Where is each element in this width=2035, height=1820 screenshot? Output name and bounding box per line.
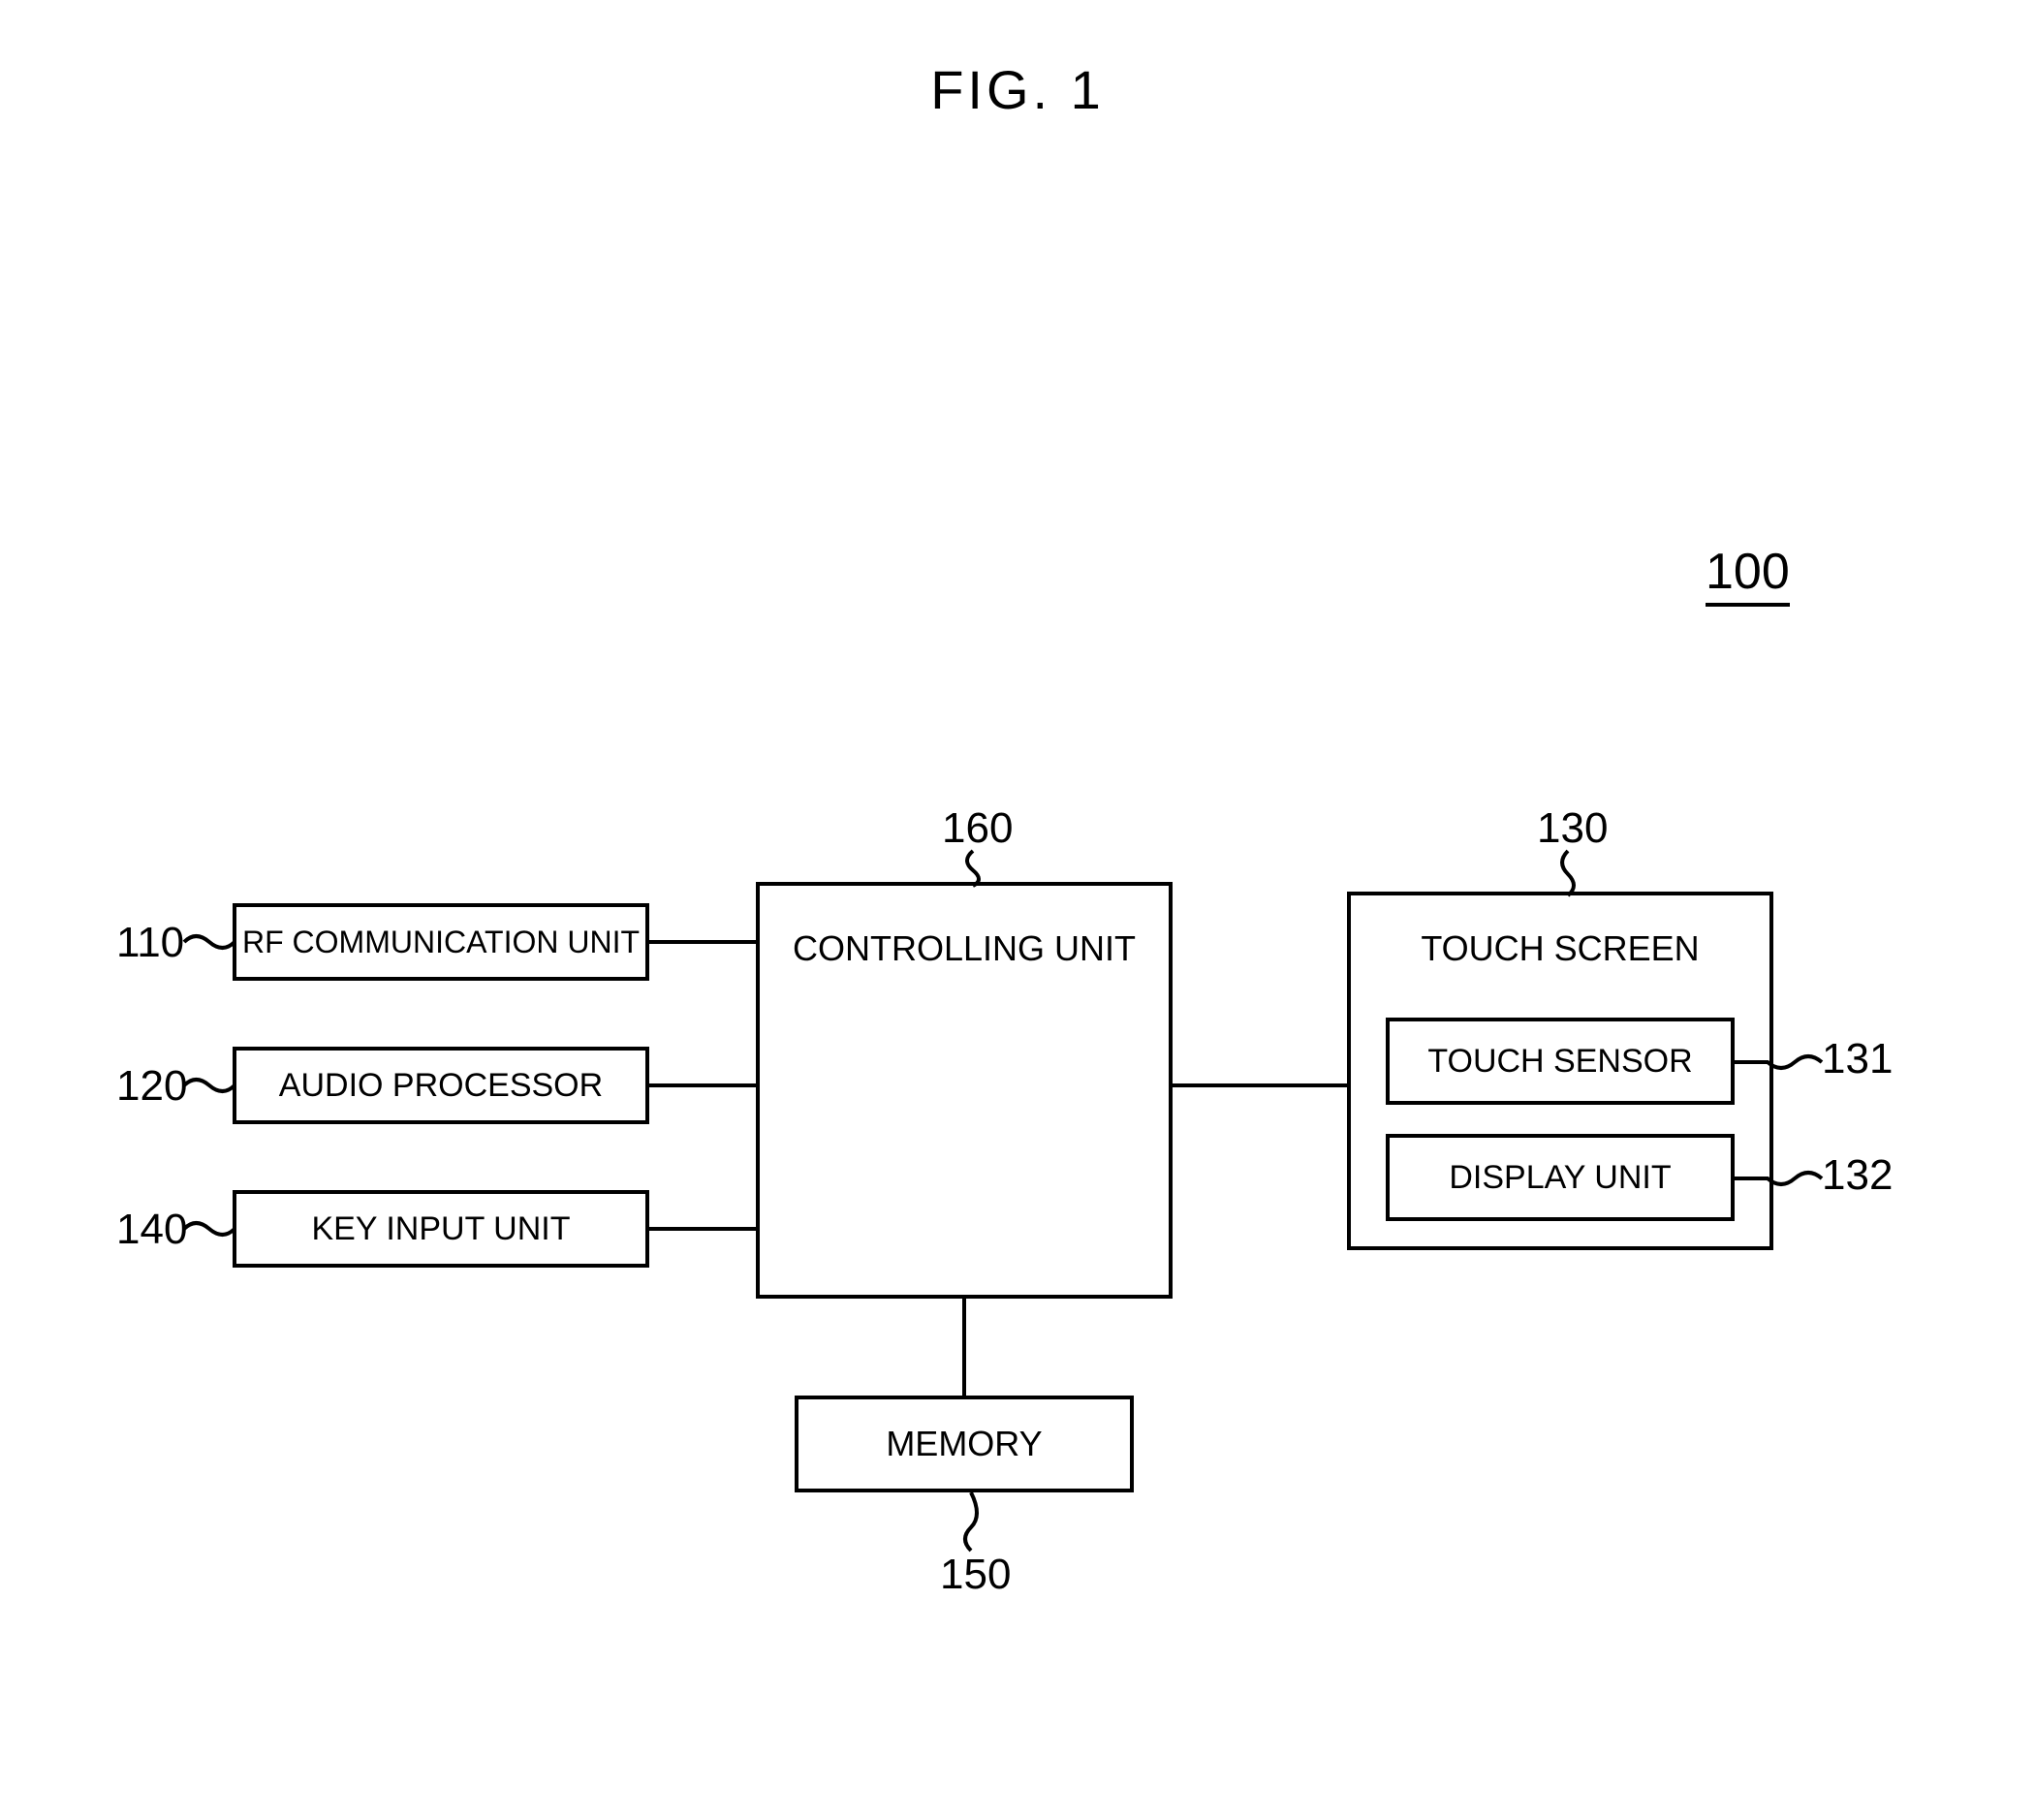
node-ctrl-label: CONTROLLING UNIT [793,928,1136,969]
node-rf-communication-unit: RF COMMUNICATION UNIT [233,903,649,981]
ref-132: 132 [1822,1151,1893,1200]
lead-132 [1735,1169,1822,1188]
lead-131 [1735,1052,1822,1072]
ref-110: 110 [116,919,184,967]
edge-ctrl-mem [962,1299,966,1396]
node-touch-title: TOUCH SCREEN [1351,928,1769,969]
edge-audio-ctrl [649,1083,756,1087]
lead-130 [1558,851,1578,895]
node-tsensor-label: TOUCH SENSOR [1427,1043,1692,1081]
node-audio-label: AUDIO PROCESSOR [279,1067,603,1105]
ref-120: 120 [116,1062,187,1111]
ref-150: 150 [940,1551,1011,1599]
node-memory: MEMORY [795,1396,1134,1492]
lead-110 [184,932,237,952]
diagram-canvas: FIG. 1 100 RF COMMUNICATION UNIT AUDIO P… [0,0,2035,1820]
ref-100: 100 [1706,543,1790,607]
node-controlling-unit: CONTROLLING UNIT [756,882,1173,1299]
ref-140: 140 [116,1206,187,1254]
ref-131: 131 [1822,1035,1893,1083]
node-key-label: KEY INPUT UNIT [311,1210,570,1248]
node-key-input-unit: KEY INPUT UNIT [233,1190,649,1268]
node-display-unit: DISPLAY UNIT [1386,1134,1735,1221]
lead-140 [184,1219,237,1239]
node-mem-label: MEMORY [886,1424,1042,1464]
ref-130: 130 [1537,804,1608,853]
node-display-label: DISPLAY UNIT [1449,1159,1671,1197]
ref-160: 160 [942,804,1013,853]
lead-150 [961,1492,981,1551]
figure-title: FIG. 1 [0,58,2035,121]
node-touch-sensor: TOUCH SENSOR [1386,1018,1735,1105]
lead-120 [184,1076,237,1095]
edge-ctrl-touch [1173,1083,1347,1087]
edge-rf-ctrl [649,940,756,944]
node-rf-label: RF COMMUNICATION UNIT [242,925,640,960]
lead-160 [963,851,983,886]
node-audio-processor: AUDIO PROCESSOR [233,1047,649,1124]
edge-key-ctrl [649,1227,756,1231]
